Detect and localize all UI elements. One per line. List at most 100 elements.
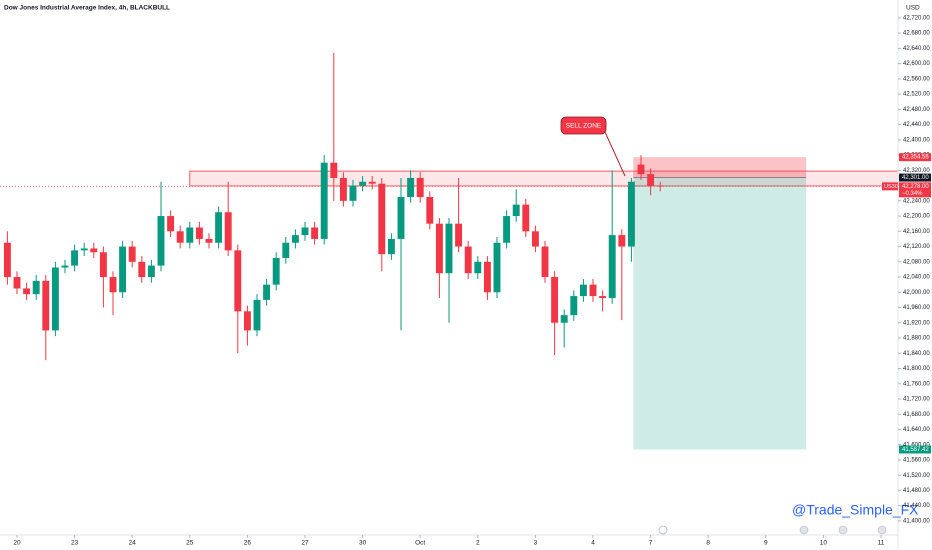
candle-body xyxy=(291,235,299,243)
candle-body xyxy=(589,284,597,297)
y-tick-label: 41,800.00 xyxy=(903,366,930,372)
candle-body xyxy=(32,280,40,295)
candle-body xyxy=(99,252,107,278)
candle-body xyxy=(176,231,184,243)
candle-body xyxy=(51,267,59,331)
candle-body xyxy=(608,235,616,298)
candle-body xyxy=(627,181,635,247)
candle-body xyxy=(61,265,69,268)
x-tick-label: 24 xyxy=(129,540,137,547)
candle-body xyxy=(205,238,213,243)
candle-body xyxy=(445,223,453,274)
candle-body xyxy=(282,242,290,258)
y-tick-label: 41,640.00 xyxy=(903,427,930,433)
candle-body xyxy=(263,284,271,300)
x-tick-label: 3 xyxy=(534,540,538,547)
candle-body xyxy=(551,277,559,323)
target-zone xyxy=(633,177,807,450)
y-tick-label: 41,720.00 xyxy=(903,397,930,403)
candle-body xyxy=(157,216,165,266)
callout-text: SELL ZONE xyxy=(566,123,602,130)
y-tick-label: 42,080.00 xyxy=(903,259,930,265)
candle-body xyxy=(23,288,31,295)
candle-body xyxy=(541,246,549,278)
y-tick-label: 42,040.00 xyxy=(903,275,930,281)
flag-icon xyxy=(877,525,887,535)
candle-body xyxy=(368,181,376,184)
y-tick-label: 41,400.00 xyxy=(903,518,930,524)
candle-body xyxy=(272,257,280,285)
candle-body xyxy=(147,265,155,278)
candle-body xyxy=(42,280,50,331)
x-tick-label: 23 xyxy=(71,540,79,547)
y-tick-label: 41,600.00 xyxy=(903,442,930,448)
price-tag xyxy=(899,182,931,198)
price-change: −0.34% xyxy=(902,191,923,197)
candle-body xyxy=(3,242,11,278)
candle-body xyxy=(503,216,511,243)
y-tick-label: 42,520.00 xyxy=(903,92,930,98)
y-tick-label: 41,960.00 xyxy=(903,305,930,311)
x-tick-label: 20 xyxy=(13,540,21,547)
y-tick-label: 42,680.00 xyxy=(903,31,930,37)
candle-body xyxy=(320,162,328,239)
candle-body xyxy=(579,284,587,297)
event-icon xyxy=(658,525,668,535)
candle-body xyxy=(522,204,530,232)
sell-zone-callout: SELL ZONE xyxy=(560,116,626,177)
candle-body xyxy=(512,204,520,217)
candle-body xyxy=(656,185,664,187)
x-tick-label: 2 xyxy=(476,540,480,547)
candle-body xyxy=(647,174,655,186)
y-tick-label: 41,840.00 xyxy=(903,351,930,357)
candle-body xyxy=(80,248,88,251)
y-tick-label: 42,440.00 xyxy=(903,122,930,128)
candle-body xyxy=(637,164,645,175)
candle-body xyxy=(435,223,443,274)
y-tick-label: 42,160.00 xyxy=(903,229,930,235)
x-tick-label: 25 xyxy=(186,540,194,547)
x-tick-label: 11 xyxy=(878,540,885,547)
y-tick-label: 41,680.00 xyxy=(903,412,930,418)
candle-body xyxy=(311,227,319,239)
candle-body xyxy=(13,277,21,289)
candle-body xyxy=(599,296,607,298)
stop-zone xyxy=(633,157,807,178)
candle-body xyxy=(339,177,347,201)
x-tick-label: 7 xyxy=(649,540,653,547)
y-tick-label: 42,200.00 xyxy=(903,214,930,220)
price-tag-label: 42,301.00 xyxy=(902,175,929,181)
flag-icon xyxy=(838,525,848,535)
symbol-tag xyxy=(882,182,898,191)
candle-body xyxy=(426,197,434,224)
x-tick-label: 10 xyxy=(820,540,828,547)
candle-body xyxy=(378,183,386,255)
x-tick-label: Oct xyxy=(415,540,425,547)
y-tick-label: 41,520.00 xyxy=(903,473,930,479)
y-tick-label: 42,000.00 xyxy=(903,290,930,296)
y-tick-label: 41,440.00 xyxy=(903,503,930,509)
callout-pointer xyxy=(604,131,626,177)
candle-body xyxy=(90,248,98,253)
candle-body xyxy=(397,197,405,239)
candle-body xyxy=(128,246,136,262)
y-tick-label: 42,400.00 xyxy=(903,137,930,143)
candle-body xyxy=(359,181,367,186)
callout-box xyxy=(560,116,607,135)
y-tick-label: 42,600.00 xyxy=(903,61,930,67)
candle-body xyxy=(330,162,338,178)
price-tag-label: 42,278.00 xyxy=(902,184,929,190)
candle-body xyxy=(618,235,626,247)
candle-body xyxy=(186,227,194,243)
y-tick-label: 41,920.00 xyxy=(903,320,930,326)
candle-body xyxy=(71,250,79,266)
candle-body xyxy=(474,261,482,274)
candle-body xyxy=(493,242,501,293)
price-tag-label: 42,354.56 xyxy=(902,155,929,161)
candle-body xyxy=(215,212,223,243)
candle-body xyxy=(138,261,146,278)
y-tick-label: 42,320.00 xyxy=(903,168,930,174)
x-tick-label: 4 xyxy=(591,540,595,547)
